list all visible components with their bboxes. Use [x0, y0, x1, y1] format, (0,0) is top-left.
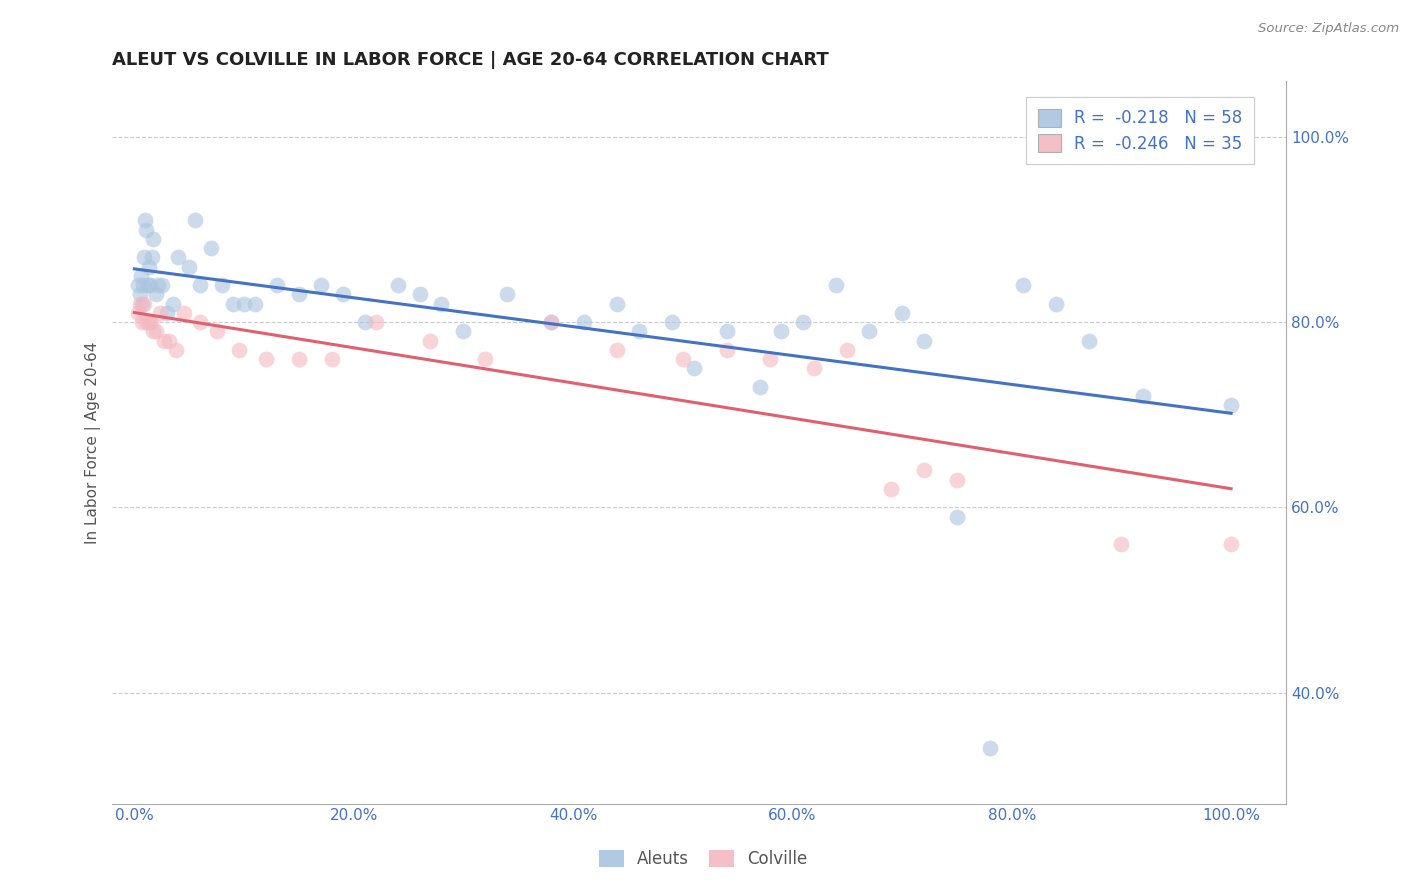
- Point: [153, 334, 176, 348]
- Point: [419, 334, 441, 348]
- Point: [540, 315, 562, 329]
- Point: [387, 278, 409, 293]
- Point: [205, 324, 228, 338]
- Point: [159, 334, 181, 348]
- Point: [134, 296, 156, 310]
- Point: [716, 343, 738, 357]
- Point: [803, 361, 825, 376]
- Point: [661, 315, 683, 329]
- Point: [128, 287, 150, 301]
- Point: [1045, 296, 1067, 310]
- Point: [138, 260, 160, 274]
- Point: [891, 306, 914, 320]
- Point: [128, 296, 150, 310]
- Point: [1077, 334, 1099, 348]
- Point: [188, 315, 211, 329]
- Point: [142, 232, 165, 246]
- Point: [148, 306, 170, 320]
- Text: ALEUT VS COLVILLE IN LABOR FORCE | AGE 20-64 CORRELATION CHART: ALEUT VS COLVILLE IN LABOR FORCE | AGE 2…: [112, 51, 830, 69]
- Point: [138, 278, 160, 293]
- Point: [946, 509, 969, 524]
- Point: [474, 352, 496, 367]
- Point: [1220, 399, 1243, 413]
- Point: [880, 482, 903, 496]
- Point: [127, 278, 149, 293]
- Point: [173, 306, 195, 320]
- Point: [165, 343, 187, 357]
- Point: [222, 296, 245, 310]
- Point: [145, 324, 167, 338]
- Point: [759, 352, 782, 367]
- Point: [266, 278, 288, 293]
- Point: [162, 296, 184, 310]
- Point: [606, 343, 628, 357]
- Legend: R =  -0.218   N = 58, R =  -0.246   N = 35: R = -0.218 N = 58, R = -0.246 N = 35: [1026, 97, 1254, 164]
- Point: [946, 473, 969, 487]
- Point: [141, 250, 163, 264]
- Legend: Aleuts, Colville: Aleuts, Colville: [592, 843, 814, 875]
- Text: Source: ZipAtlas.com: Source: ZipAtlas.com: [1258, 22, 1399, 36]
- Point: [150, 278, 173, 293]
- Point: [540, 315, 562, 329]
- Point: [792, 315, 814, 329]
- Point: [179, 260, 201, 274]
- Point: [156, 306, 179, 320]
- Point: [129, 268, 152, 283]
- Point: [288, 352, 311, 367]
- Y-axis label: In Labor Force | Age 20-64: In Labor Force | Age 20-64: [86, 342, 101, 543]
- Point: [825, 278, 848, 293]
- Point: [1220, 537, 1243, 551]
- Point: [134, 213, 156, 227]
- Point: [672, 352, 695, 367]
- Point: [134, 250, 156, 264]
- Point: [627, 324, 650, 338]
- Point: [748, 380, 770, 394]
- Point: [770, 324, 793, 338]
- Point: [1111, 537, 1133, 551]
- Point: [188, 278, 211, 293]
- Point: [912, 334, 935, 348]
- Point: [145, 287, 167, 301]
- Point: [1132, 389, 1154, 403]
- Point: [430, 296, 453, 310]
- Point: [979, 741, 1001, 756]
- Point: [139, 315, 162, 329]
- Point: [453, 324, 475, 338]
- Point: [142, 324, 165, 338]
- Point: [309, 278, 332, 293]
- Point: [167, 250, 190, 264]
- Point: [496, 287, 519, 301]
- Point: [127, 306, 149, 320]
- Point: [572, 315, 595, 329]
- Point: [912, 463, 935, 477]
- Point: [408, 287, 430, 301]
- Point: [682, 361, 704, 376]
- Point: [243, 296, 266, 310]
- Point: [716, 324, 738, 338]
- Point: [211, 278, 233, 293]
- Point: [233, 296, 256, 310]
- Point: [321, 352, 343, 367]
- Point: [288, 287, 311, 301]
- Point: [132, 278, 155, 293]
- Point: [138, 315, 160, 329]
- Point: [353, 315, 375, 329]
- Point: [135, 315, 157, 329]
- Point: [228, 343, 250, 357]
- Point: [858, 324, 880, 338]
- Point: [332, 287, 354, 301]
- Point: [148, 278, 170, 293]
- Point: [136, 278, 159, 293]
- Point: [1011, 278, 1033, 293]
- Point: [131, 296, 153, 310]
- Point: [606, 296, 628, 310]
- Point: [131, 315, 153, 329]
- Point: [200, 241, 222, 255]
- Point: [837, 343, 859, 357]
- Point: [135, 222, 157, 236]
- Point: [254, 352, 277, 367]
- Point: [364, 315, 387, 329]
- Point: [183, 213, 205, 227]
